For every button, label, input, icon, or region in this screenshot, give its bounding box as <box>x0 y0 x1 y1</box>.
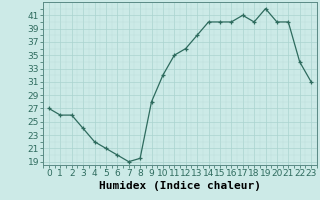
X-axis label: Humidex (Indice chaleur): Humidex (Indice chaleur) <box>99 181 261 191</box>
